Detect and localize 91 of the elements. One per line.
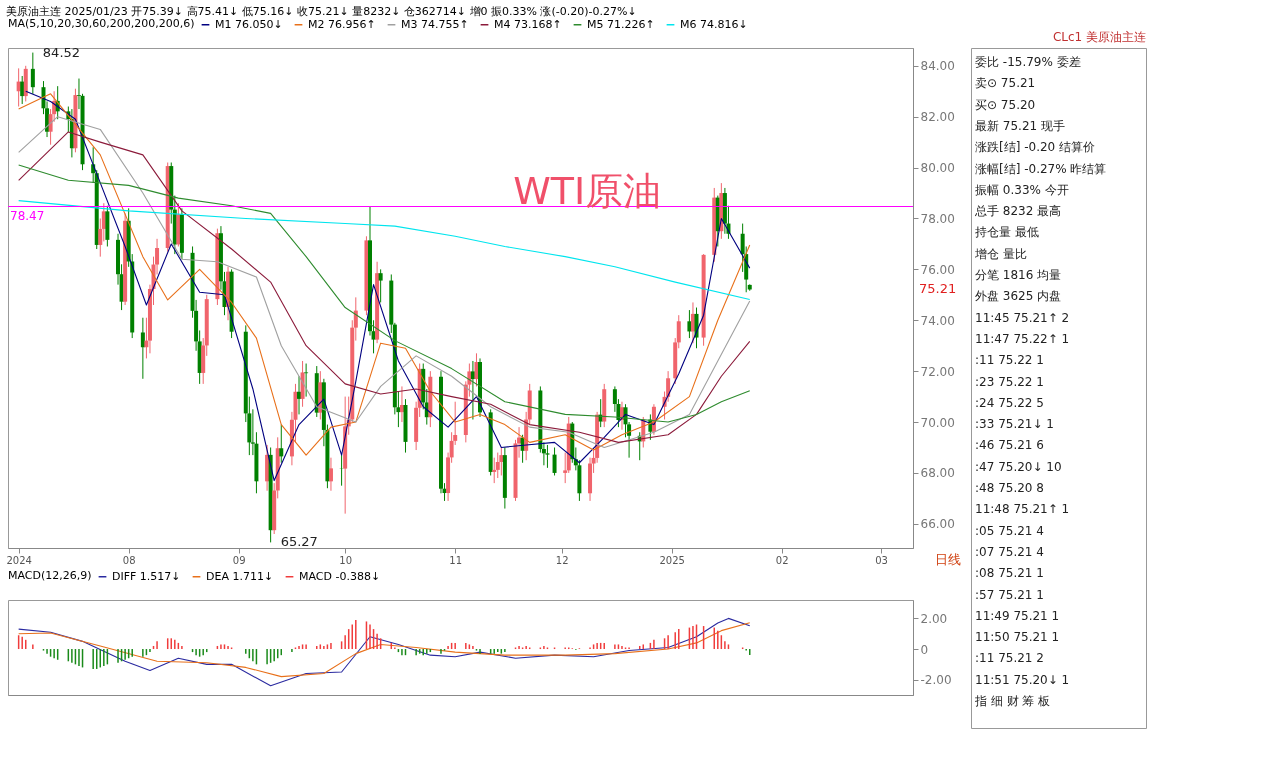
text: 增仓 量比 bbox=[974, 246, 1027, 261]
text: :07 75.21 4 bbox=[975, 544, 1044, 559]
candlestick bbox=[30, 52, 35, 95]
y-tick-label: 76.00 bbox=[920, 262, 955, 277]
candlestick bbox=[304, 363, 309, 398]
y-tick-label: 80.00 bbox=[920, 161, 955, 176]
y-tick-label: 70.00 bbox=[920, 415, 955, 430]
text: 总手 8232 最高 bbox=[974, 204, 1062, 219]
text: 涨跌[结] -0.20 结算价 bbox=[975, 140, 1096, 155]
text: 11:51 75.20↓ 1 bbox=[975, 672, 1070, 687]
candlestick bbox=[474, 352, 479, 387]
candlestick bbox=[499, 446, 504, 476]
y-tick-label: -2.00 bbox=[920, 673, 952, 688]
legend-title: MA(5,10,20,30,60,200,200,200,6) bbox=[8, 17, 195, 30]
line-series bbox=[18, 617, 751, 687]
legend-label: M2 76.956↑ bbox=[308, 17, 376, 31]
line-series bbox=[18, 622, 751, 678]
legend-title: MACD(12,26,9) bbox=[8, 569, 92, 582]
text: 外盘 3625 内盘 bbox=[975, 289, 1062, 304]
y-tick-label: 74.00 bbox=[920, 313, 955, 328]
candlestick bbox=[552, 446, 557, 476]
x-tick-label: 08 bbox=[122, 554, 136, 566]
candlestick bbox=[279, 424, 284, 464]
text: 涨幅[结] -0.27% 昨结算 bbox=[975, 161, 1107, 176]
text: :08 75.21 1 bbox=[975, 566, 1044, 581]
legend-label: DIFF 1.517↓ bbox=[112, 569, 181, 583]
candlestick bbox=[690, 301, 695, 344]
x-tick-label: 11 bbox=[449, 554, 463, 566]
legend-label: M4 73.168↑ bbox=[494, 17, 562, 31]
annotation: WTI原油 bbox=[513, 169, 662, 213]
text: 委比 -15.79% 委差 bbox=[975, 55, 1081, 69]
x-tick-label: 10 bbox=[339, 554, 353, 566]
text: 持仓量 最低 bbox=[975, 225, 1039, 240]
candlestick bbox=[495, 452, 500, 479]
text: 11:50 75.21 1 bbox=[975, 630, 1060, 645]
annotation: 65.27 bbox=[280, 534, 318, 550]
text: :46 75.21 6 bbox=[975, 438, 1044, 453]
chart-title: 美原油主连 2025/01/23 开75.39↓ 高75.41↓ 低75.16↓ 收75.21↓ 量8232↓ 仓362714↓ 增0 振0.33% 涨(-0.20)-0.27%↓ bbox=[5, 5, 637, 18]
legend-label: M5 71.226↑ bbox=[587, 17, 655, 31]
x-tick-label: 2024 bbox=[6, 554, 32, 566]
candlestick bbox=[492, 457, 497, 484]
text: 11:45 75.21↑ 2 bbox=[975, 310, 1070, 325]
text: :48 75.20 8 bbox=[975, 481, 1044, 495]
candlestick bbox=[339, 454, 344, 487]
text: :05 75.21 4 bbox=[975, 523, 1044, 538]
x-tick-label: 02 bbox=[775, 554, 789, 566]
candlestick bbox=[328, 457, 333, 492]
text: 分笔 1816 均量 bbox=[975, 268, 1062, 282]
text: :24 75.22 5 bbox=[975, 395, 1044, 410]
candlestick bbox=[378, 268, 383, 303]
y-tick-label: 68.00 bbox=[920, 466, 955, 481]
text: 指 细 财 筹 板 bbox=[974, 694, 1051, 708]
ref-line-label: 78.47 bbox=[10, 208, 45, 223]
text: 卖⊙ 75.21 bbox=[975, 76, 1036, 91]
text: 日线 bbox=[935, 552, 961, 567]
y-tick-label: 84.00 bbox=[920, 59, 955, 74]
legend-label: MACD -0.388↓ bbox=[299, 569, 381, 583]
text: :47 75.20↓ 10 bbox=[975, 459, 1062, 474]
text: :57 75.21 1 bbox=[975, 587, 1044, 602]
legend-label: M3 74.755↑ bbox=[401, 17, 469, 31]
candlestick bbox=[140, 317, 145, 380]
text: 75.21 bbox=[919, 281, 957, 297]
x-tick-label: 2025 bbox=[659, 554, 685, 566]
text: 11:48 75.21↑ 1 bbox=[975, 502, 1070, 517]
text: 振幅 0.33% 今开 bbox=[975, 182, 1069, 197]
x-tick-label: 03 bbox=[875, 554, 888, 566]
y-tick-label: 78.00 bbox=[920, 211, 955, 226]
text: 最新 75.21 现手 bbox=[975, 118, 1065, 133]
y-tick-label: 66.00 bbox=[920, 517, 955, 532]
y-tick-label: 82.00 bbox=[920, 110, 955, 125]
legend-label: M1 76.050↓ bbox=[215, 17, 283, 31]
text: :11 75.21 2 bbox=[975, 651, 1044, 666]
x-tick-label: 12 bbox=[555, 554, 569, 566]
text: 11:49 75.21 1 bbox=[975, 608, 1060, 623]
y-tick-label: 0 bbox=[920, 642, 929, 657]
text: 11:47 75.22↑ 1 bbox=[975, 331, 1070, 346]
candlestick bbox=[297, 375, 302, 415]
text: 买⊙ 75.20 bbox=[975, 97, 1036, 112]
candlestick bbox=[687, 309, 692, 339]
x-tick-label: 09 bbox=[232, 554, 246, 566]
candlestick bbox=[545, 444, 550, 469]
candlestick bbox=[20, 75, 25, 105]
text: :33 75.21↓ 1 bbox=[975, 417, 1054, 432]
annotation: 84.52 bbox=[42, 44, 81, 60]
legend-label: M6 74.816↓ bbox=[680, 17, 748, 31]
legend-label: DEA 1.711↓ bbox=[206, 569, 274, 583]
y-tick-label: 2.00 bbox=[920, 611, 948, 626]
y-tick-label: 72.00 bbox=[920, 364, 955, 379]
text: :23 75.22 1 bbox=[975, 374, 1044, 389]
text: CLc1 美原油主连 bbox=[1052, 30, 1146, 44]
text: :11 75.22 1 bbox=[975, 353, 1044, 368]
